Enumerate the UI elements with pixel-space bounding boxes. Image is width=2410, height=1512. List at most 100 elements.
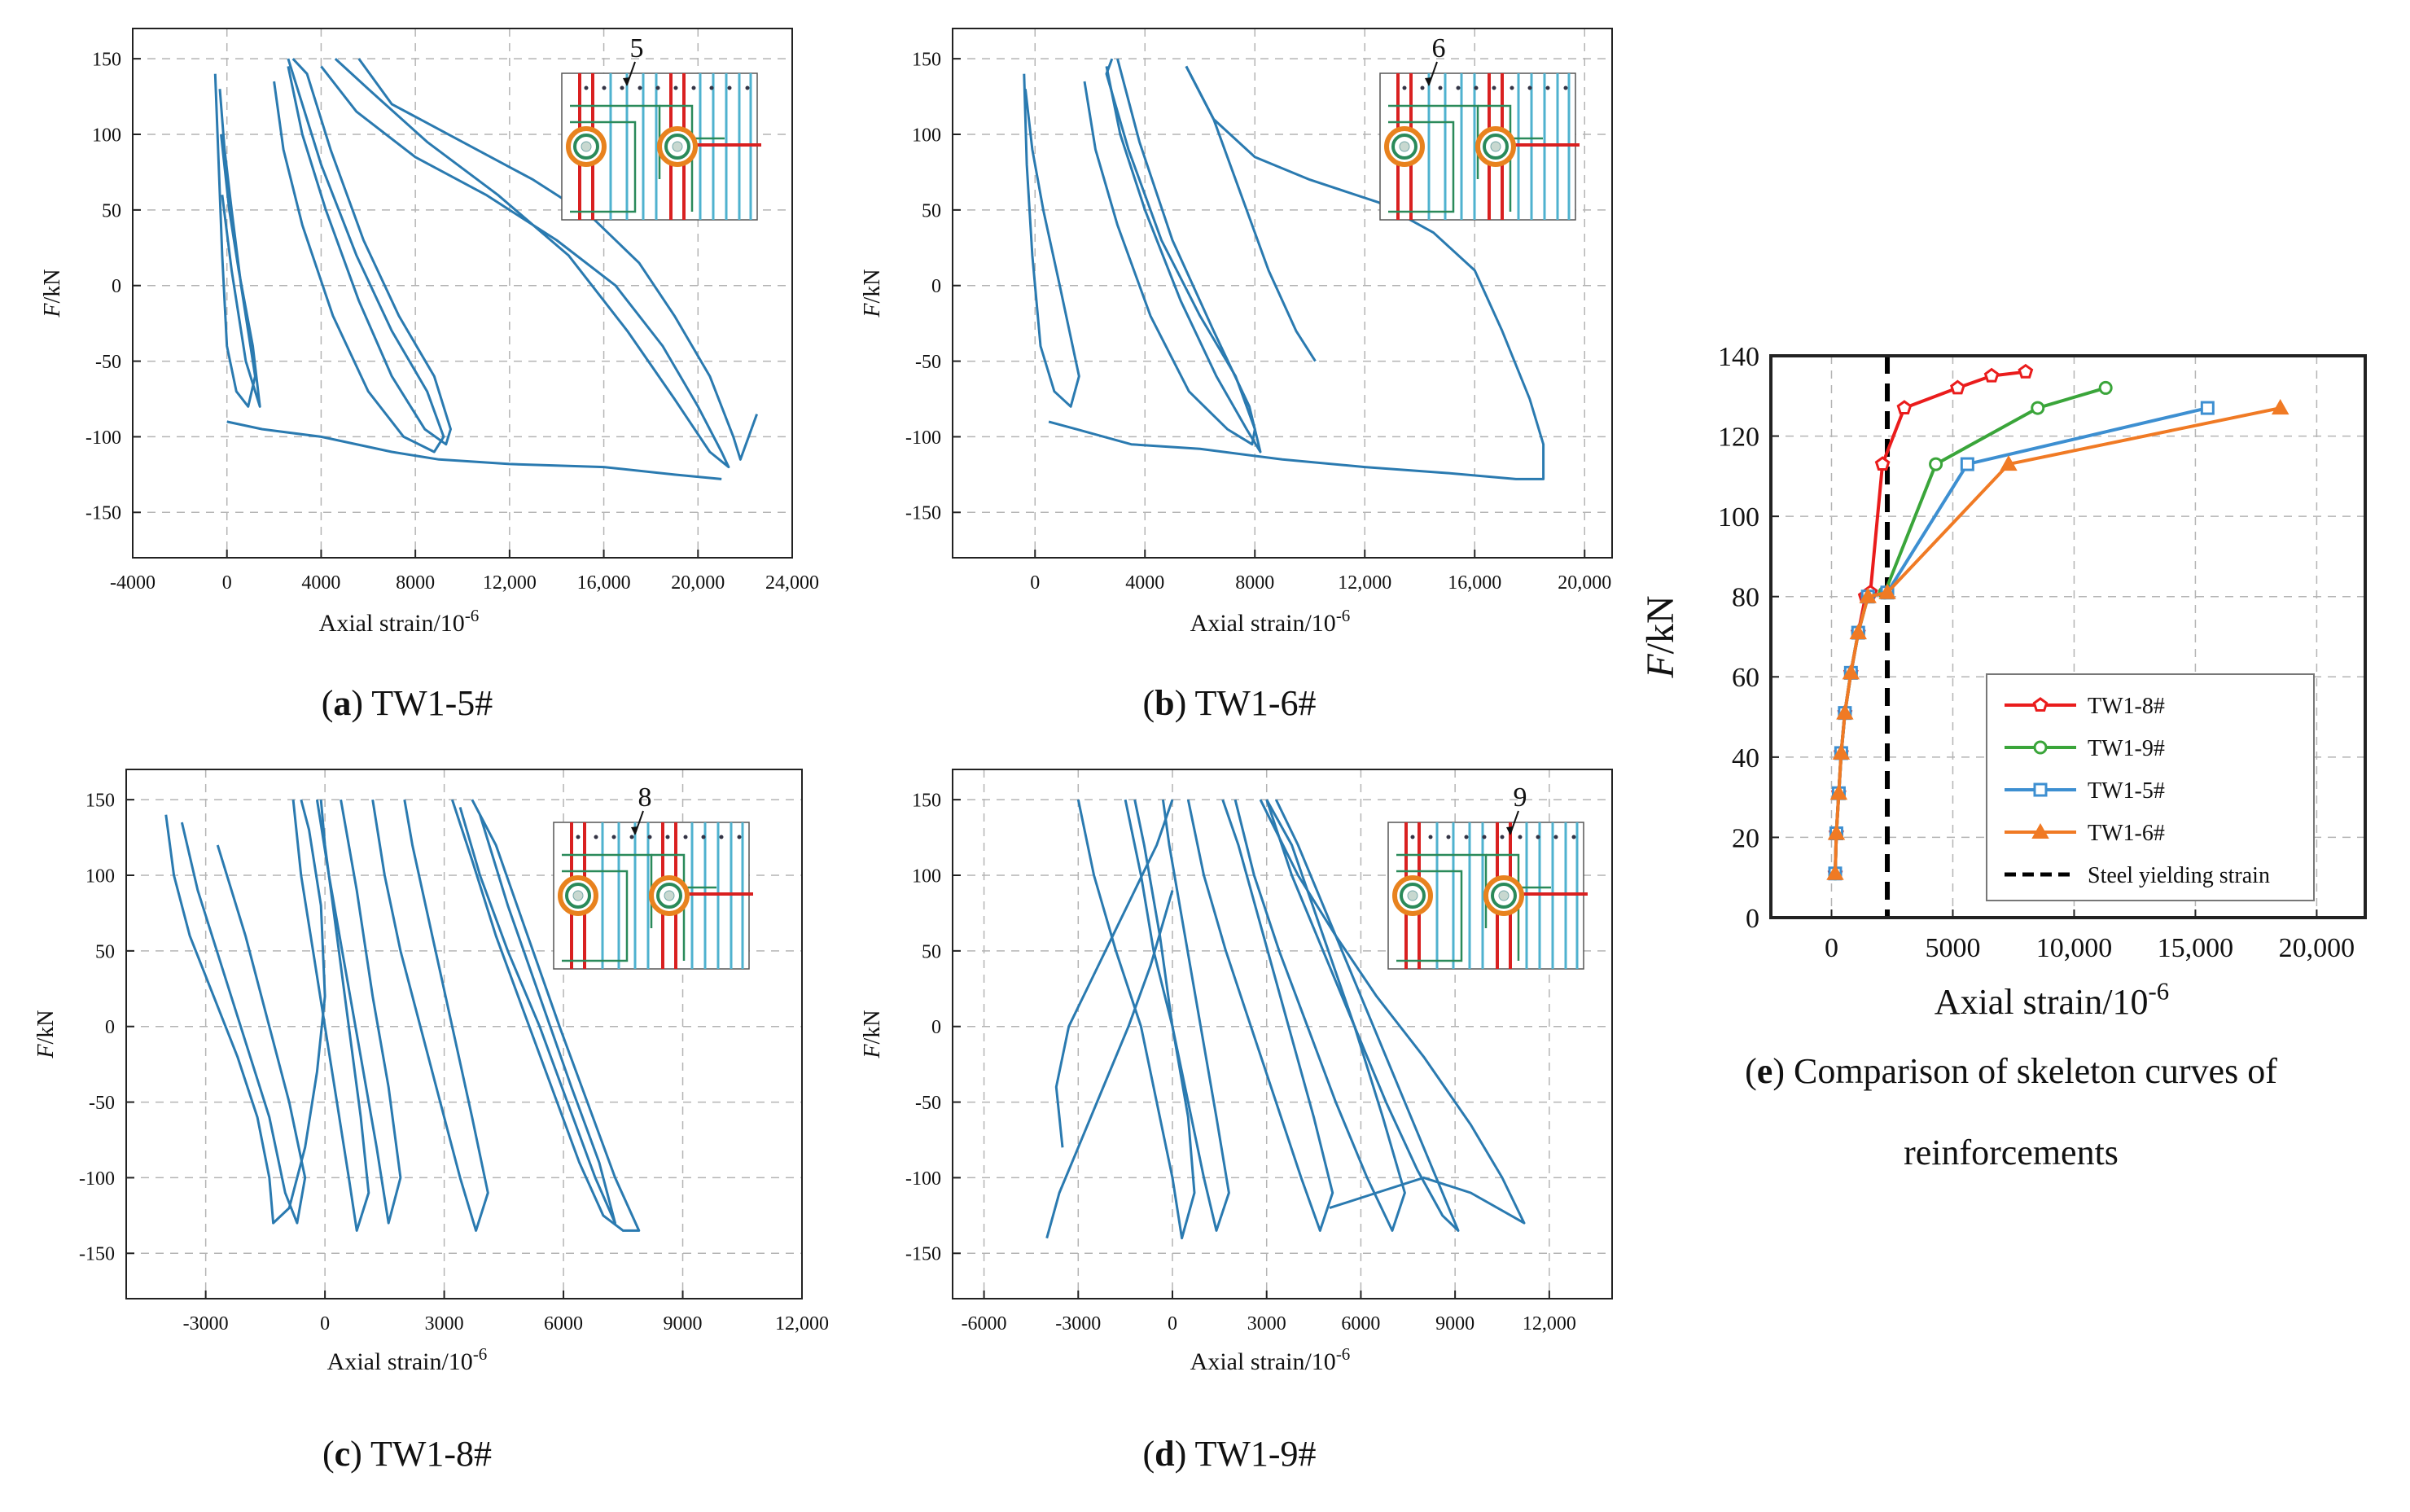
tick-label-y: 100 <box>912 125 941 146</box>
rebar-dot <box>594 835 598 839</box>
series-line <box>320 57 730 469</box>
caption-b: (b) TW1-6# <box>1142 683 1317 723</box>
series-group <box>1023 58 1545 480</box>
plot-frame <box>132 28 793 559</box>
series-line <box>273 58 445 454</box>
tick-label-y: -150 <box>905 1244 941 1265</box>
tick-label-y: 140 <box>1718 342 1759 372</box>
marker-pentagon <box>1983 367 2000 383</box>
series-line <box>291 799 370 1232</box>
chart-panel-c: -3000 0 3000 6000 9000 12,000 -150 -100 -50 0 50 10… <box>33 769 829 1375</box>
anchor-core <box>1407 890 1418 901</box>
series-group <box>1045 799 1526 1240</box>
y-axis-label: F/kN <box>860 1010 885 1058</box>
legend-label: TW1-8# <box>2088 694 2165 719</box>
marker-arrowhead <box>623 77 630 86</box>
series-line <box>371 799 489 1232</box>
marker-pentagon <box>1950 379 1965 395</box>
tick-label-y: -150 <box>905 503 941 524</box>
series-line <box>287 58 452 446</box>
series-line <box>220 134 261 408</box>
tick-label-x: 20,000 <box>671 572 725 594</box>
tick-label-x: 12,000 <box>483 572 537 594</box>
rebar-dot <box>709 85 714 90</box>
tick-label-x: 0 <box>1168 1313 1177 1335</box>
marker-triangle <box>1859 587 1877 603</box>
legend-label: TW1-5# <box>2088 778 2165 804</box>
tick-label-y: 50 <box>95 941 115 962</box>
rebar-dot <box>701 835 706 839</box>
y-axis-label-italic: F <box>860 1044 885 1059</box>
caption-label: TW1-9# <box>1194 1434 1317 1474</box>
caption-letter: d <box>1155 1434 1175 1474</box>
tick-label-y: -150 <box>79 1244 115 1265</box>
marker-square <box>1960 457 1974 471</box>
marker-triangle <box>2000 455 2018 471</box>
marker-circle <box>2031 401 2045 415</box>
legend-label: Steel yielding strain <box>2088 863 2270 888</box>
legend-label: TW1-6# <box>2088 821 2165 846</box>
tick-label-x: 3000 <box>425 1313 464 1335</box>
tick-label-x: 5000 <box>1925 933 1980 963</box>
tick-label-y: -100 <box>85 427 121 449</box>
x-axis-label: Axial strain/10-6 <box>1190 1344 1351 1375</box>
marker-triangle <box>1827 824 1846 840</box>
tick-label-y: 0 <box>931 276 941 297</box>
rebar-dot <box>691 85 696 90</box>
anchor-core <box>672 141 683 152</box>
plot-frame <box>125 769 803 1299</box>
rebar-dot <box>1563 85 1568 90</box>
marker-arrowhead <box>1425 77 1432 86</box>
tick-label-x: 9000 <box>1435 1313 1474 1335</box>
marker-arrowhead <box>1506 826 1514 835</box>
caption-c: (c) TW1-8# <box>322 1434 493 1474</box>
rebar-dot <box>737 835 742 839</box>
series-line <box>1105 58 1262 454</box>
tick-label-x: 10,000 <box>2036 933 2113 963</box>
tick-label-y: -150 <box>85 503 121 524</box>
tick-label-x: 0 <box>1825 933 1838 963</box>
anchor-core <box>1498 890 1510 901</box>
series-line <box>1054 799 1174 1148</box>
rebar-dot <box>683 835 688 839</box>
rebar-dot <box>1553 835 1558 839</box>
rebar-layout-inset: 8 <box>553 782 753 970</box>
tick-label-x: 12,000 <box>1338 572 1391 594</box>
legend-label: TW1-9# <box>2088 736 2165 761</box>
caption-label: TW1-6# <box>1194 683 1317 723</box>
rebar-dot <box>1446 835 1451 839</box>
x-axis-label-exp: -6 <box>2149 977 2170 1005</box>
marker-pentagon <box>2018 363 2034 379</box>
rebar-dot <box>673 85 678 90</box>
tick-label-y: 150 <box>912 791 941 812</box>
tick-label-x: 0 <box>222 572 232 594</box>
x-axis-label-exp: -6 <box>465 606 480 625</box>
rebar-marker-id: 9 <box>1514 782 1527 813</box>
tick-label-y: -100 <box>79 1168 115 1190</box>
tick-label-x: 20,000 <box>1558 572 1611 594</box>
tick-label-x: 4000 <box>301 572 340 594</box>
tick-label-y: 150 <box>912 50 941 71</box>
rebar-dot <box>1402 85 1407 90</box>
tick-label-x: 20,000 <box>2279 933 2355 963</box>
y-axis-label-italic: F <box>1639 654 1682 679</box>
marker-circle <box>2098 380 2113 395</box>
series-line <box>1023 73 1080 408</box>
y-axis-label: F/kN <box>1639 595 1682 678</box>
series-line <box>1048 65 1545 480</box>
marker-triangle <box>1836 703 1854 720</box>
series-line <box>1185 65 1317 362</box>
rebar-dot <box>620 85 624 90</box>
rebar-dot <box>1464 835 1469 839</box>
series-line <box>458 806 616 1225</box>
series-group <box>213 57 759 480</box>
marker-arrowhead <box>631 826 638 835</box>
tick-label-x: -3000 <box>183 1313 229 1335</box>
anchor-core <box>572 890 584 901</box>
caption-e: (e) Comparison of skeleton curves of <box>1745 1051 2277 1091</box>
rebar-dot <box>611 835 616 839</box>
series-group <box>1826 356 2290 918</box>
rebar-dot <box>1510 85 1514 90</box>
tick-label-x: 16,000 <box>1448 572 1501 594</box>
tick-label-y: -50 <box>915 352 941 373</box>
